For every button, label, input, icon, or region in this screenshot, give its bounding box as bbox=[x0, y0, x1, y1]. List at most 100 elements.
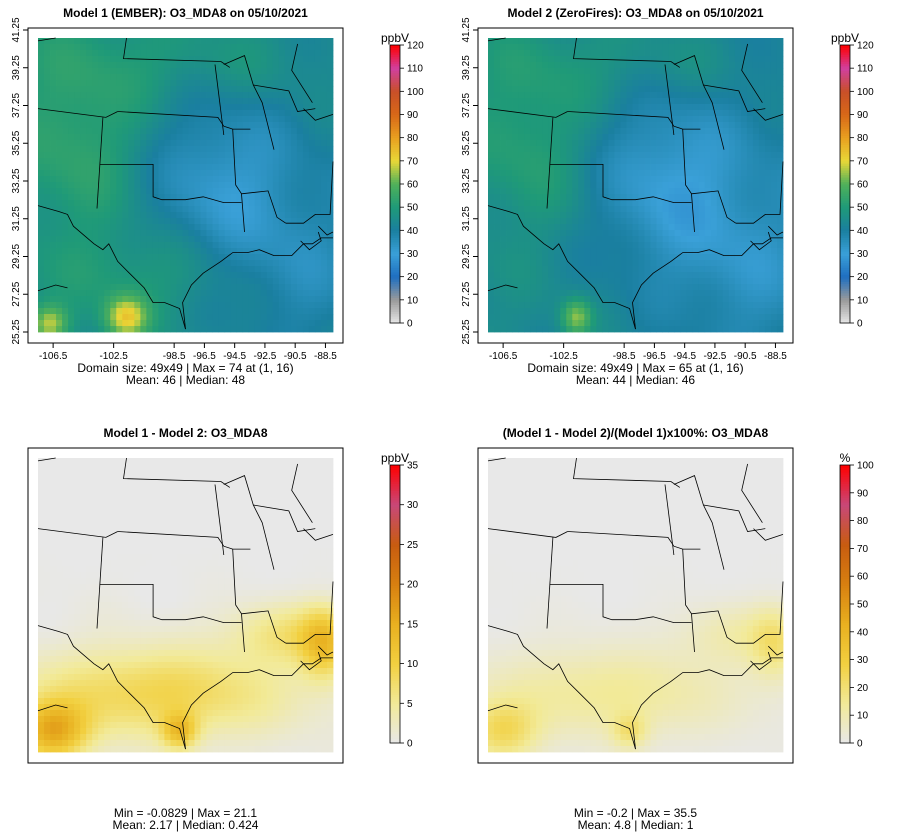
heatmap-cell bbox=[74, 224, 81, 231]
heatmap-cell bbox=[638, 146, 645, 153]
heatmap-cell bbox=[776, 152, 784, 159]
heatmap-cell bbox=[542, 98, 549, 105]
heatmap-cell bbox=[566, 62, 573, 69]
heatmap-cell bbox=[182, 122, 189, 129]
heatmap-cell bbox=[56, 104, 63, 111]
heatmap-cell bbox=[578, 98, 585, 105]
heatmap-cell bbox=[512, 170, 519, 177]
heatmap-cell bbox=[716, 188, 724, 195]
heatmap-cell bbox=[668, 140, 676, 147]
heatmap-cell bbox=[554, 92, 561, 99]
heatmap-cell bbox=[80, 164, 87, 171]
heatmap-cell bbox=[74, 104, 81, 111]
heatmap-cell bbox=[728, 182, 736, 189]
heatmap-cell bbox=[80, 146, 87, 153]
heatmap-cell bbox=[542, 272, 549, 279]
heatmap-cell bbox=[746, 230, 754, 237]
heatmap-cell bbox=[716, 278, 724, 285]
heatmap-cell bbox=[146, 164, 153, 171]
heatmap-cell bbox=[98, 68, 105, 75]
heatmap-cell bbox=[38, 302, 45, 309]
heatmap-cell bbox=[260, 176, 268, 183]
heatmap-cell bbox=[704, 116, 712, 123]
heatmap-cell bbox=[722, 272, 730, 279]
heatmap-cell bbox=[236, 128, 244, 135]
heatmap-cell bbox=[548, 266, 555, 273]
heatmap-cell bbox=[650, 92, 657, 99]
heatmap-cell bbox=[212, 56, 220, 63]
heatmap-cell bbox=[626, 80, 633, 87]
heatmap-cell bbox=[506, 110, 513, 117]
heatmap-cell bbox=[494, 284, 501, 291]
heatmap-cell bbox=[92, 260, 99, 267]
heatmap-cell bbox=[740, 236, 748, 243]
heatmap-cell bbox=[80, 290, 87, 297]
heatmap-cell bbox=[656, 74, 663, 81]
heatmap-cell bbox=[734, 308, 742, 315]
heatmap-cell bbox=[110, 50, 117, 57]
heatmap-cell bbox=[764, 62, 772, 69]
heatmap-cell bbox=[506, 314, 513, 321]
heatmap-cell bbox=[764, 320, 772, 327]
heatmap-cell bbox=[494, 104, 501, 111]
heatmap-cell bbox=[302, 254, 310, 261]
heatmap-cell bbox=[740, 128, 748, 135]
heatmap-cell bbox=[674, 254, 682, 261]
heatmap-cell bbox=[620, 62, 627, 69]
heatmap-cell bbox=[38, 74, 45, 81]
heatmap-cell bbox=[320, 236, 328, 243]
heatmap-cell bbox=[716, 50, 724, 57]
heatmap-cell bbox=[614, 272, 621, 279]
heatmap-cell bbox=[68, 314, 75, 321]
heatmap-cell bbox=[110, 284, 117, 291]
heatmap-cell bbox=[44, 260, 51, 267]
heatmap-cell bbox=[584, 320, 591, 327]
heatmap-cell bbox=[176, 110, 183, 117]
colorbar-segment bbox=[390, 151, 400, 155]
heatmap-cell bbox=[68, 188, 75, 195]
heatmap-cell bbox=[620, 158, 627, 165]
heatmap-cell bbox=[758, 224, 766, 231]
heatmap-cell bbox=[56, 86, 63, 93]
heatmap-cell bbox=[728, 152, 736, 159]
heatmap-cell bbox=[740, 92, 748, 99]
heatmap-cell bbox=[86, 236, 93, 243]
heatmap-cell bbox=[56, 230, 63, 237]
heatmap-cell bbox=[194, 104, 201, 111]
heatmap-cell bbox=[512, 266, 519, 273]
heatmap-cell bbox=[122, 140, 129, 147]
heatmap-cell bbox=[650, 164, 657, 171]
heatmap-cell bbox=[50, 314, 57, 321]
heatmap-cell bbox=[80, 98, 87, 105]
heatmap-cell bbox=[194, 260, 201, 267]
heatmap-cell bbox=[302, 158, 310, 165]
heatmap-cell bbox=[536, 224, 543, 231]
heatmap-cell bbox=[524, 266, 531, 273]
heatmap-cell bbox=[710, 56, 718, 63]
heatmap-cell bbox=[176, 128, 183, 135]
heatmap-cell bbox=[200, 86, 207, 93]
heatmap-cell bbox=[626, 194, 633, 201]
heatmap-cell bbox=[578, 200, 585, 207]
heatmap-cell bbox=[80, 188, 87, 195]
heatmap-cell bbox=[620, 80, 627, 87]
heatmap-cell bbox=[692, 128, 700, 135]
heatmap-cell bbox=[698, 290, 706, 297]
heatmap-cell bbox=[68, 278, 75, 285]
colorbar-segment bbox=[390, 304, 400, 308]
heatmap-cell bbox=[626, 104, 633, 111]
heatmap-cell bbox=[200, 92, 207, 99]
heatmap-cell bbox=[212, 86, 220, 93]
heatmap-cell bbox=[326, 128, 334, 135]
heatmap-cell bbox=[320, 230, 328, 237]
heatmap-cell bbox=[170, 98, 177, 105]
heatmap-cell bbox=[236, 206, 244, 213]
heatmap-cell bbox=[740, 110, 748, 117]
heatmap-cell bbox=[572, 308, 579, 315]
heatmap-cell bbox=[542, 254, 549, 261]
heatmap-cell bbox=[266, 176, 274, 183]
heatmap-cell bbox=[152, 164, 159, 171]
heatmap-cell bbox=[170, 50, 177, 57]
heatmap-cell bbox=[236, 302, 244, 309]
heatmap-cell bbox=[554, 164, 561, 171]
